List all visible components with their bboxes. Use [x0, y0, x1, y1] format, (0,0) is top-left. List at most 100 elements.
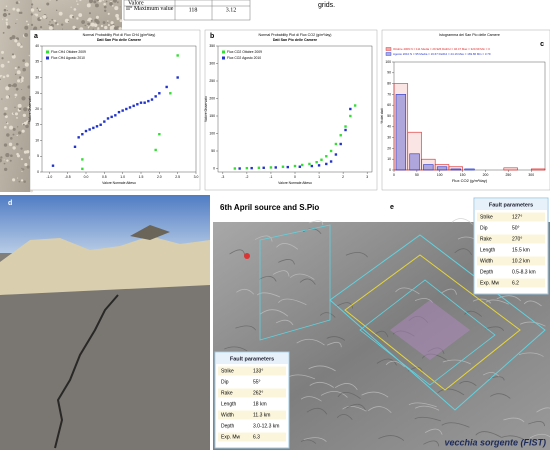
fault-param: Strike — [221, 368, 234, 374]
point — [234, 167, 236, 169]
pebble — [10, 137, 13, 140]
pebble — [16, 1, 19, 4]
pebble — [40, 26, 42, 28]
pebble — [6, 74, 9, 77]
point — [52, 165, 54, 167]
pebble — [12, 8, 15, 11]
legend-label: Agosto 2010 N = 95 Media = 16.67 DstDvl … — [393, 52, 491, 56]
pebble — [1, 98, 2, 99]
pebble — [13, 134, 15, 136]
fault-value: 6.3 — [253, 434, 260, 440]
pebble — [8, 13, 10, 15]
point — [258, 167, 260, 169]
pebble — [109, 3, 111, 5]
y-tick-label: 0 — [213, 166, 215, 170]
pebble — [3, 13, 7, 17]
point — [335, 153, 337, 155]
fault-value: 3.0-12.3 km — [253, 423, 279, 429]
fault-value: 0.5-8.3 km — [512, 269, 536, 275]
y-tick-label: 40 — [387, 125, 391, 129]
legend-swatch — [46, 51, 49, 54]
fault-param: Dip — [480, 225, 488, 231]
fault-param: Length — [480, 247, 496, 253]
pebble — [68, 21, 69, 22]
pebble — [16, 8, 19, 11]
pebble — [108, 24, 110, 26]
fault-value: 55° — [253, 379, 261, 385]
y-tick-label: 10 — [35, 138, 39, 142]
pebble — [20, 46, 22, 48]
histogram-bar — [423, 165, 433, 170]
fault-value: 10.2 km — [512, 258, 530, 264]
point — [263, 167, 265, 169]
pebble — [31, 3, 33, 5]
pebble — [4, 113, 7, 116]
pebble — [18, 66, 20, 68]
point — [154, 149, 156, 151]
point — [349, 108, 351, 110]
legend-swatch — [222, 51, 225, 54]
pebble — [76, 0, 77, 1]
pebble — [22, 59, 25, 62]
x-tick-label: 3 — [366, 175, 368, 179]
epicenter — [244, 253, 250, 259]
x-tick-label: 2.0 — [157, 175, 162, 179]
point — [77, 136, 79, 138]
pebble — [23, 68, 26, 71]
pebble — [24, 150, 27, 153]
pebble — [7, 10, 8, 11]
pebble — [91, 20, 93, 22]
fault-param: Rake — [480, 236, 492, 242]
pebble — [4, 126, 7, 129]
pebble — [24, 163, 27, 166]
x-axis-label: Flux CO2 (g/m²day) — [452, 178, 488, 183]
pebble — [12, 146, 15, 149]
y-tick-label: 0 — [389, 168, 391, 172]
pebble — [108, 13, 110, 15]
pebble — [59, 12, 63, 16]
legend-label: Flux CO2 Ottobre 2009 — [227, 50, 262, 54]
point — [250, 167, 252, 169]
point — [349, 115, 351, 117]
pebble — [57, 23, 59, 25]
pebble — [81, 20, 85, 24]
point — [107, 117, 109, 119]
legend-label: Flux CH4 Agosto 2010 — [51, 56, 85, 60]
point — [176, 76, 178, 78]
histogram-bar — [451, 169, 461, 170]
y-tick-label: 90 — [387, 71, 391, 75]
fault-value: 127° — [512, 214, 522, 220]
y-tick-label: 50 — [211, 149, 215, 153]
pebble — [21, 158, 23, 160]
point — [325, 155, 327, 157]
pebble — [34, 13, 36, 15]
pebble — [112, 5, 114, 7]
pebble — [21, 96, 25, 100]
pebble — [19, 76, 21, 78]
x-tick-label: 1.0 — [120, 175, 125, 179]
panel-label: b — [210, 33, 214, 40]
point — [92, 127, 94, 129]
fault-value: 11.3 km — [253, 412, 270, 418]
point — [151, 98, 153, 100]
pebble — [88, 27, 90, 29]
pebble — [4, 159, 5, 160]
pebble — [16, 143, 19, 146]
fault-value: 50° — [512, 225, 520, 231]
pebble — [5, 115, 8, 118]
pebble — [2, 19, 3, 20]
pebble — [115, 14, 119, 18]
pebble — [107, 20, 108, 21]
pebble — [23, 114, 26, 117]
y-tick-label: 25 — [35, 91, 39, 95]
figure: Valore II° Maximum value 118 3.12 grids.… — [0, 0, 550, 450]
point — [330, 160, 332, 162]
point — [301, 164, 303, 166]
pebble — [21, 80, 23, 82]
x-tick-label: 200 — [483, 173, 489, 177]
pebble — [13, 113, 14, 114]
fault-param: Length — [221, 401, 237, 407]
pebble — [17, 135, 18, 136]
pebble — [87, 23, 90, 26]
pebble — [4, 15, 5, 16]
